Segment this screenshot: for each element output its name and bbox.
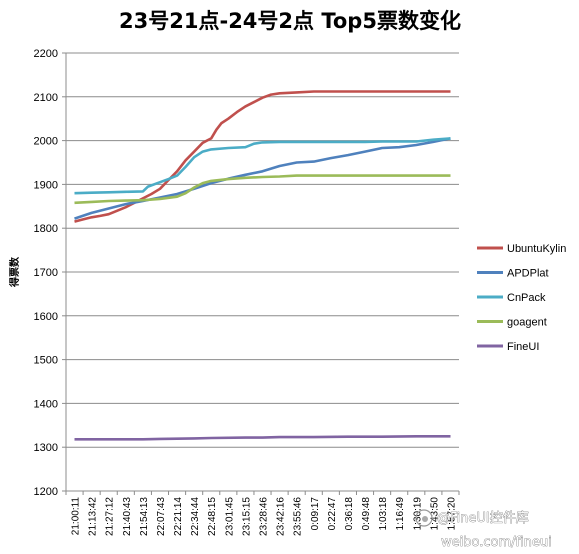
x-tick-label: 0:09:17 [310, 497, 321, 531]
y-tick-label: 1500 [34, 355, 58, 367]
x-tick-label: 0:36:18 [344, 497, 355, 531]
x-tick-label: 22:34:44 [190, 497, 201, 536]
legend-label: UbuntuKylin [507, 243, 566, 255]
y-axis-label: 得票数 [8, 256, 21, 288]
x-tick-label: 21:13:42 [88, 497, 99, 536]
x-tick-label: 1:43:50 [429, 497, 440, 531]
x-tick-labels: 21:00:11 21:13:42 21:27:12 21:40:43 21:54:13… [71, 497, 458, 536]
watermark-handle: @FineUI控件库 [437, 510, 529, 526]
axes [65, 53, 460, 495]
legend-label: goagent [507, 317, 547, 329]
y-tick-label: 1800 [34, 223, 58, 235]
x-tick-label: 23:28:46 [259, 497, 270, 536]
x-tick-label: 22:21:14 [173, 497, 184, 536]
y-tick-labels: 1200 1300 1400 1500 1600 1700 1800 1900 2000 2100… [34, 48, 58, 498]
y-tick-label: 1300 [34, 442, 58, 454]
y-tick-label: 1700 [34, 267, 58, 279]
x-tick-label: 23:15:15 [241, 497, 252, 536]
watermark-logo-icon [415, 509, 433, 527]
series-line-ubuntukylin [74, 90, 451, 223]
y-tick-label: 1200 [34, 486, 58, 498]
x-tick-label: 21:27:12 [105, 497, 116, 536]
series-line-cnpack [74, 137, 451, 195]
x-tick-label: 22:07:43 [156, 497, 167, 536]
legend-label: CnPack [507, 292, 546, 304]
legend-label: FineUI [507, 341, 539, 353]
series-lines [74, 90, 451, 441]
series-line-goagent [74, 174, 451, 205]
y-tick-label: 2100 [34, 92, 58, 104]
x-tick-label: 23:55:46 [293, 497, 304, 536]
x-tick-label: 21:54:13 [139, 497, 150, 536]
y-tick-label: 2200 [34, 48, 58, 60]
gridlines [62, 52, 459, 492]
chart-title: 23号21点-24号2点 Top5票数变化 [119, 9, 461, 33]
x-tick-label: 0:22:47 [327, 497, 338, 531]
x-tick-label: 21:40:43 [122, 497, 133, 536]
series-line-fineui [74, 435, 451, 441]
x-tick-label: 22:48:15 [207, 497, 218, 536]
y-tick-label: 1900 [34, 179, 58, 191]
watermark: @FineUI控件库 weibo.com/fineui [415, 509, 552, 550]
watermark-logo-eye [422, 516, 428, 522]
legend: UbuntuKylin APDPlat CnPack goagent FineUI [477, 243, 566, 353]
x-tick-label: 1:16:49 [395, 497, 406, 531]
y-tick-label: 1400 [34, 398, 58, 410]
y-tick-label: 1600 [34, 311, 58, 323]
x-tick-label: 23:01:45 [224, 497, 235, 536]
x-tick-label: 1:57:20 [446, 497, 457, 531]
x-tick-label: 0:49:48 [361, 497, 372, 531]
x-tick-label: 21:00:11 [71, 497, 82, 536]
legend-label: APDPlat [507, 268, 549, 280]
series-line-apdplat [74, 137, 451, 220]
x-tick-label: 1:03:18 [378, 497, 389, 531]
x-tick-label: 23:42:16 [276, 497, 287, 536]
y-tick-label: 2000 [34, 136, 58, 148]
watermark-url: weibo.com/fineui [441, 535, 552, 550]
